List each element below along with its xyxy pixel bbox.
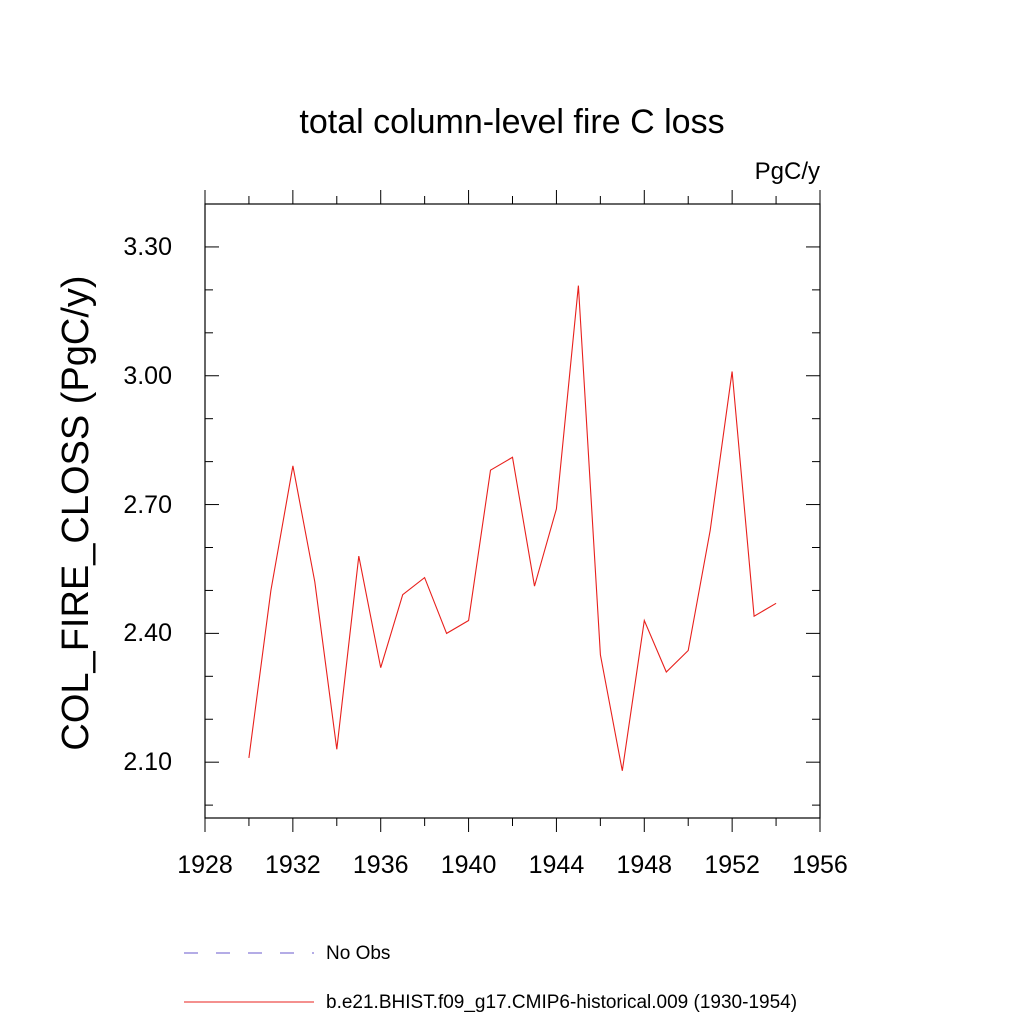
x-tick-label: 1928: [177, 851, 233, 879]
units-label: PgC/y: [754, 158, 820, 185]
x-tick-label: 1932: [265, 851, 321, 879]
chart-title: total column-level fire C loss: [299, 103, 725, 141]
y-tick-label: 3.00: [123, 361, 172, 390]
x-tick-label: 1936: [352, 851, 409, 879]
x-tick-label: 1956: [792, 851, 848, 879]
x-tick-label: 1948: [616, 851, 673, 879]
y-tick-label: 3.30: [123, 232, 172, 261]
series-line: [248, 285, 777, 771]
plot-frame: [204, 203, 821, 819]
legend: [184, 952, 314, 1003]
y-tick-label: 2.10: [123, 748, 172, 777]
axes: [204, 190, 821, 832]
series-layer: [248, 285, 777, 771]
y-tick-label: 2.70: [123, 490, 172, 519]
x-tick-label: 1952: [704, 851, 760, 879]
x-tick-label: 1944: [528, 851, 585, 879]
legend-label-series: b.e21.BHIST.f09_g17.CMIP6-historical.009…: [326, 992, 798, 1013]
y-tick-label: 2.40: [123, 619, 172, 648]
legend-label-no-obs: No Obs: [326, 943, 391, 964]
x-tick-label: 1940: [440, 851, 497, 879]
